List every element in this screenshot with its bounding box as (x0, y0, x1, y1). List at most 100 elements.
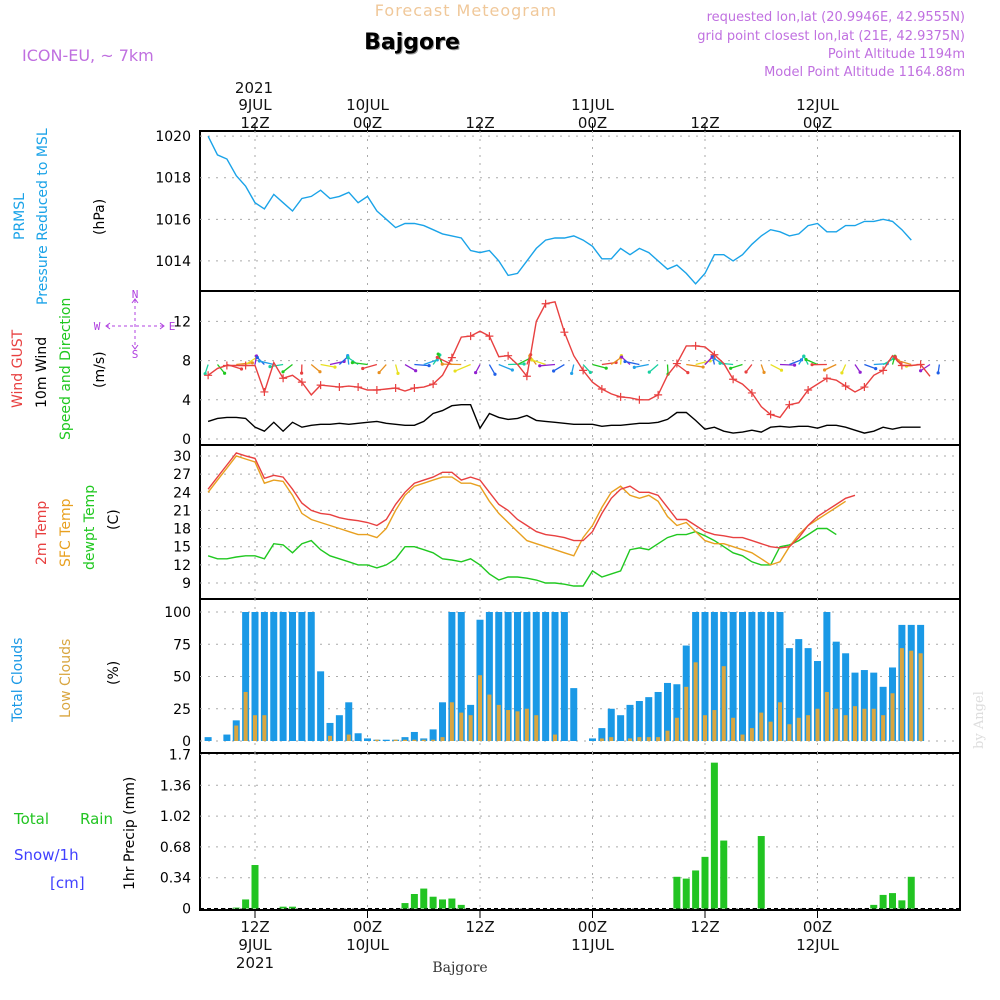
bottom-time-label: 12JUL (796, 936, 839, 954)
gust-marker (485, 332, 494, 341)
low-clouds-bar (524, 708, 529, 741)
clouds-label-2: Low Clouds (58, 639, 74, 718)
wind-arrow-head (414, 369, 418, 373)
pressure-tick-label: 1020 (155, 129, 191, 145)
bottom-time-label: 12Z (240, 918, 269, 936)
wind-arrow (805, 358, 818, 366)
low-clouds-bar (515, 711, 520, 741)
wind-arrow (498, 363, 513, 371)
total-clouds-bar (485, 612, 493, 741)
low-clouds-bar (243, 691, 248, 741)
clouds-tick-label: 25 (173, 702, 191, 718)
wind-tick-label: 4 (182, 393, 191, 409)
rain-bar (410, 894, 418, 909)
top-year: 2021 (235, 79, 273, 97)
wind-speed-line (207, 404, 921, 434)
temp-tick-label: 27 (173, 467, 191, 483)
rain-bar (870, 904, 878, 909)
wind-arrow-head (268, 365, 272, 369)
wind-label-1: Wind GUST (10, 329, 26, 408)
wind-arrow-head (686, 371, 690, 375)
total-clouds-bar (729, 612, 737, 741)
wind-arrow (624, 360, 640, 366)
low-clouds-bar (599, 738, 604, 741)
wind-arrow-head (840, 371, 844, 375)
low-clouds-bar (637, 737, 642, 741)
gust-marker (241, 361, 250, 370)
low-clouds-bar (796, 717, 801, 741)
low-clouds-bar (768, 721, 773, 741)
gust-marker (579, 366, 588, 375)
total-clouds-bar (748, 612, 756, 741)
total-clouds-bar (354, 733, 362, 741)
total-clouds-bar (364, 738, 371, 741)
wind-arrow-head (377, 370, 381, 375)
wind-arrow-head (474, 371, 478, 375)
wind-arrow-head (936, 371, 940, 375)
low-clouds-bar (506, 710, 511, 741)
low-clouds-bar (684, 686, 689, 741)
y-tick-labels: 1020101810161014128403027242118151291007… (155, 129, 191, 917)
total-clouds-bar (645, 697, 653, 741)
rain-bar (232, 907, 240, 909)
pressure-label-1: PRMSL (12, 193, 28, 240)
bottom-time-label: 12Z (690, 918, 719, 936)
low-clouds-bar (346, 734, 351, 741)
wind-arrow (553, 363, 565, 372)
total-clouds-bar (664, 682, 671, 741)
wind-arrow-head (604, 366, 608, 370)
low-clouds-bar (628, 738, 632, 741)
total-clouds-bar (598, 728, 606, 741)
gust-marker (635, 395, 644, 404)
total-clouds-bar (382, 739, 390, 741)
pressure-label-2: Pressure Reduced to MSL (35, 128, 51, 305)
wind-arrow-head (729, 366, 733, 370)
total-clouds-bar (823, 612, 831, 741)
bottom-time-label: 11JUL (571, 936, 614, 954)
total-clouds-bar (401, 737, 409, 741)
wind-arrow (338, 356, 349, 365)
low-clouds-bar (881, 715, 886, 741)
total-clouds-bar (551, 612, 559, 741)
location-title: Bajgore (364, 30, 460, 55)
wind-label-3: Speed and Direction (58, 298, 74, 440)
gust-marker (504, 351, 513, 360)
total-clouds-bar (532, 612, 540, 741)
wind-arrow-head (744, 370, 748, 374)
wind-arrow-head (810, 363, 814, 367)
total-clouds-bar (298, 612, 306, 741)
wind-arrow-head (701, 365, 705, 369)
gust-marker (410, 384, 419, 393)
low-clouds-bar (843, 715, 848, 741)
point-altitude: Point Altitude 1194m (828, 47, 965, 62)
wind-arrow (730, 363, 743, 369)
total-clouds-bar (439, 702, 446, 741)
precip-tick-label: 0.34 (160, 871, 191, 887)
dewpoint-line (207, 527, 837, 587)
bottom-time-label: 10JUL (346, 936, 389, 954)
plot-marks (200, 135, 960, 909)
wind-panel (199, 290, 961, 446)
bottom-time-label: 00Z (578, 918, 607, 936)
low-clouds-bar (815, 708, 820, 741)
total-clouds-bar (317, 671, 325, 741)
rain-bar (898, 900, 906, 909)
rain-bar (251, 865, 259, 909)
grid-lines (200, 123, 960, 918)
gust-marker (560, 328, 569, 337)
wind-arrow-head (858, 370, 862, 374)
total-clouds-bar (879, 686, 887, 741)
total-clouds-bar (710, 612, 718, 741)
gust-marker (729, 375, 738, 384)
wind-arrow-head (453, 369, 457, 373)
total-clouds-bar (457, 612, 465, 741)
bottom-time-label: 00Z (803, 918, 832, 936)
low-clouds-bar (609, 737, 614, 741)
total-clouds-bar (270, 612, 278, 741)
gust-marker (879, 366, 888, 375)
wind-arrow (216, 364, 226, 374)
wind-arrow (582, 364, 591, 373)
low-clouds-bar (656, 737, 661, 741)
low-clouds-bar (749, 728, 754, 741)
